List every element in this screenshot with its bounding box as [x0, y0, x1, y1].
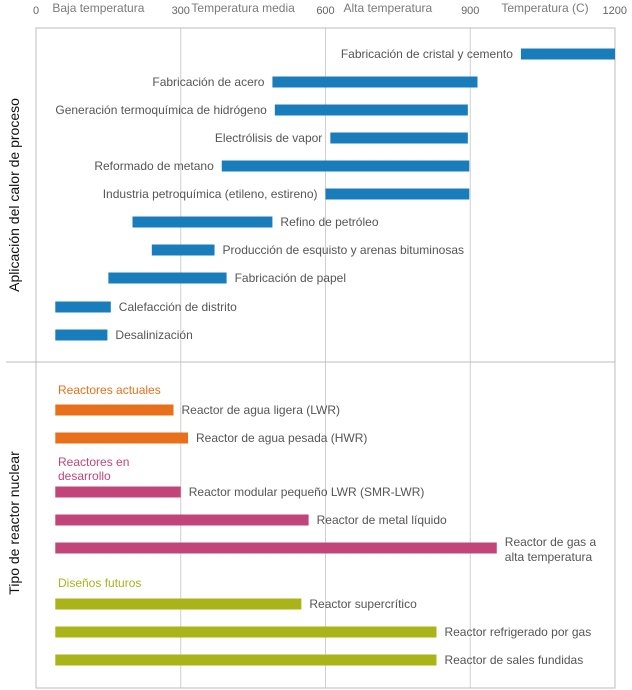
range-bar — [325, 188, 470, 200]
x-axis-ticks: 0 300 600 900 1200 — [33, 5, 627, 17]
range-bar — [151, 244, 215, 256]
bar-label: Fabricación de cristal y cemento — [341, 47, 513, 61]
bar-label: Reactor modular pequeño LWR (SMR-LWR) — [189, 485, 425, 499]
x-tick-label: 0 — [33, 5, 39, 17]
reactor-group-title: Reactores en desarrollo — [58, 455, 129, 483]
panel-title-reactor-type: Tipo de reactor nuclear — [6, 451, 22, 595]
range-bar — [274, 104, 468, 116]
range-bar — [330, 132, 468, 144]
range-bar — [55, 432, 188, 444]
bar-label: Electrólisis de vapor — [215, 131, 322, 145]
temperature-band-label: Baja temperatura — [52, 1, 144, 15]
range-bar — [55, 598, 302, 610]
range-bar — [132, 216, 273, 228]
chart-frame — [6, 27, 616, 689]
grid-lines — [180, 28, 471, 688]
bar-label: Reactor supercrítico — [309, 597, 417, 611]
bar-label: Reactor de gas a alta temperatura — [505, 535, 597, 564]
x-tick-label: 1200 — [603, 5, 627, 17]
range-bar — [55, 542, 497, 554]
x-tick-label: 300 — [172, 5, 190, 17]
range-bar — [55, 654, 437, 666]
range-bar — [55, 514, 309, 526]
bar-label: Reactor de metal líquido — [317, 513, 447, 527]
reactor-group-title: Reactores actuales — [58, 383, 161, 397]
range-bar — [55, 404, 174, 416]
bar-label: Fabricación de papel — [235, 271, 346, 285]
bar-label: Refino de petróleo — [280, 215, 378, 229]
range-bar — [55, 329, 108, 341]
panel-title-process-heat: Aplicación del calor de proceso — [6, 98, 22, 292]
x-tick-label: 900 — [461, 5, 479, 17]
plot-border — [35, 27, 616, 689]
range-bar — [272, 76, 478, 88]
temperature-band-label: Alta temperatura — [344, 1, 433, 15]
bar-label: Fabricación de acero — [152, 75, 264, 89]
range-bar — [55, 301, 111, 313]
x-tick-label: 600 — [316, 5, 334, 17]
range-bar — [221, 160, 470, 172]
reactor-group-title: Diseños futuros — [58, 576, 141, 590]
bar-label: Generación termoquímica de hidrógeno — [55, 103, 267, 117]
range-bar — [520, 48, 615, 60]
bar-label: Reactor de agua pesada (HWR) — [196, 431, 367, 445]
process-heat-bars: Fabricación de cristal y cemento Fabricac… — [55, 47, 615, 342]
range-bar — [55, 486, 181, 498]
bar-label: Calefacción de distrito — [119, 300, 237, 314]
bar-label: Reactor de sales fundidas — [444, 653, 583, 667]
bar-label: Industria petroquímica (etileno, estiren… — [103, 187, 318, 201]
temperature-bands: Baja temperatura Temperatura media Alta te… — [52, 1, 432, 15]
bar-label: Desalinización — [115, 328, 192, 342]
reactor-bars: Reactores actuales Reactor de agua ligera… — [55, 383, 597, 667]
bar-label: Producción de esquisto y arenas bitumino… — [223, 243, 464, 257]
bar-label: Reactor de agua ligera (LWR) — [182, 403, 341, 417]
x-axis-title: Temperatura (C) — [501, 1, 588, 15]
bar-label: Reformado de metano — [94, 159, 214, 173]
range-bar — [55, 626, 437, 638]
range-bar — [108, 272, 227, 284]
temperature-band-label: Temperatura media — [191, 1, 295, 15]
bar-label: Reactor refrigerado por gas — [444, 625, 591, 639]
